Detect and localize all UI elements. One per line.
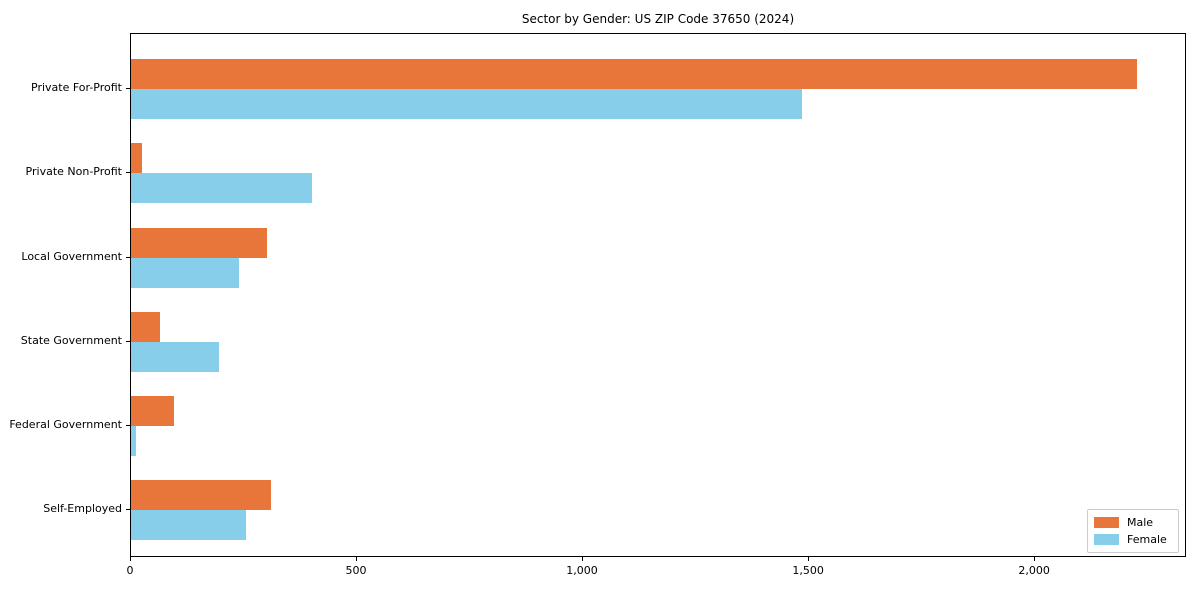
bar-female-state-government <box>131 341 220 372</box>
y-tick-mark-private-non-profit <box>126 172 130 174</box>
x-tick-mark-1-000 <box>582 557 584 561</box>
bar-male-federal-government <box>131 396 174 426</box>
legend-swatch-female <box>1094 534 1119 545</box>
x-tick-label-0: 0 <box>126 564 134 577</box>
x-tick-label-1-000: 1,000 <box>566 564 598 577</box>
legend-item-female: Female <box>1094 531 1172 548</box>
x-tick-mark-1-500 <box>808 557 810 561</box>
legend: Male Female <box>1087 509 1179 553</box>
y-tick-mark-self-employed <box>126 509 130 511</box>
x-tick-mark-2-000 <box>1034 557 1036 561</box>
bar-male-local-government <box>131 227 267 258</box>
bar-female-local-government <box>131 257 240 288</box>
plot-area <box>130 33 1186 557</box>
y-tick-label-federal-government: Federal Government <box>9 418 122 431</box>
x-tick-label-1-500: 1,500 <box>792 564 824 577</box>
y-tick-label-private-non-profit: Private Non-Profit <box>25 165 122 179</box>
y-tick-label-state-government: State Government <box>20 333 122 347</box>
x-tick-label-500: 500 <box>345 564 367 577</box>
bar-male-private-for-profit <box>131 59 1137 89</box>
legend-item-male: Male <box>1094 514 1172 531</box>
y-tick-mark-state-government <box>126 340 130 342</box>
bar-female-private-for-profit <box>131 89 803 119</box>
legend-label-female: Female <box>1127 533 1167 546</box>
y-tick-label-local-government: Local Government <box>21 249 122 263</box>
bar-female-federal-government <box>131 426 136 456</box>
x-tick-label-2-000: 2,000 <box>1018 564 1050 577</box>
y-tick-mark-private-for-profit <box>126 88 130 89</box>
bar-male-self-employed <box>131 480 272 511</box>
y-tick-mark-local-government <box>126 256 130 258</box>
bar-female-self-employed <box>131 510 247 541</box>
y-tick-label-private-for-profit: Private For-Profit <box>31 81 122 94</box>
legend-swatch-male <box>1094 517 1119 528</box>
y-tick-mark-federal-government <box>126 425 130 426</box>
chart-title: Sector by Gender: US ZIP Code 37650 (202… <box>521 12 795 26</box>
bar-male-state-government <box>131 311 161 342</box>
bar-female-private-non-profit <box>131 173 312 204</box>
y-tick-label-self-employed: Self-Employed <box>43 502 122 516</box>
legend-label-male: Male <box>1127 516 1154 529</box>
x-tick-mark-0 <box>130 557 131 561</box>
bar-male-private-non-profit <box>131 143 143 174</box>
x-tick-mark-500 <box>356 557 358 561</box>
